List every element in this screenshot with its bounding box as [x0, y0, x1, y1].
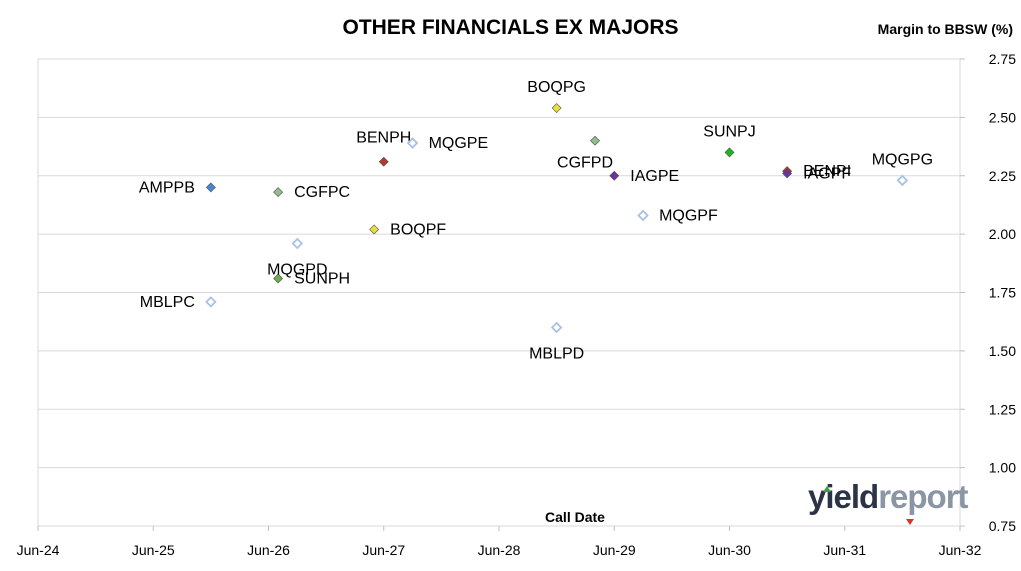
x-tick-label: Jun-32: [939, 542, 982, 558]
x-tick-label: Jun-29: [593, 542, 636, 558]
point-benph: [378, 156, 389, 167]
point-label-boqpf: BOQPF: [390, 221, 446, 238]
point-label-mblpd: MBLPD: [529, 346, 584, 363]
point-label-mqgpf: MQGPF: [659, 207, 718, 224]
point-label-amppb: AMPPB: [139, 179, 195, 196]
y-tick-label: 2.75: [989, 51, 1016, 67]
y-tick-label: 2.25: [989, 168, 1016, 184]
point-mqgpe: [406, 137, 419, 149]
yieldreport-logo: yieldreport: [808, 478, 969, 515]
logo-up-arrow-icon: [823, 486, 831, 492]
x-axis-label: Call Date: [545, 509, 605, 525]
y-tick-label: 1.25: [989, 401, 1016, 417]
point-iagpe: [609, 170, 620, 181]
point-label-cgfpd: CGFPD: [557, 155, 613, 172]
point-label-mqgpd: MQGPD: [267, 261, 327, 278]
point-cgfpc: [273, 187, 284, 198]
point-mqgpf: [637, 209, 649, 222]
point-label-benpi: BENPI: [803, 163, 851, 180]
point-iagpf: [782, 168, 793, 179]
y-tick-label: 2.00: [989, 226, 1016, 242]
point-mblpc: [205, 296, 217, 308]
point-mblpd: [550, 321, 563, 334]
point-label-cgfpc: CGFPC: [294, 184, 350, 201]
y-tick-label: 1.50: [989, 343, 1016, 359]
y-axis-label: Margin to BBSW (%): [877, 21, 1013, 37]
gridlines: [38, 116, 960, 469]
point-boqpg: [551, 103, 562, 113]
y-tick-label: 1.75: [989, 285, 1016, 301]
x-tick-label: Jun-24: [17, 542, 60, 558]
point-mqgpg: [896, 174, 909, 187]
point-sunpj: [724, 147, 735, 158]
x-tick-label: Jun-27: [362, 542, 405, 558]
x-tick-label: Jun-25: [132, 542, 175, 558]
x-tick-label: Jun-30: [708, 542, 751, 558]
x-axis-ticks: Jun-24 Jun-25 Jun-26 Jun-27 Jun-28 Jun-29 Jun-…: [17, 526, 982, 558]
x-tick-label: Jun-28: [478, 542, 521, 558]
point-label-sunph: SUNPH: [294, 270, 350, 287]
point-label-sunpj: SUNPJ: [703, 123, 755, 140]
point-cgfpd: [590, 135, 600, 146]
point-sunph: [273, 273, 284, 284]
y-tick-label: 2.50: [989, 109, 1016, 125]
point-boqpf: [369, 224, 380, 235]
point-label-benph: BENPH: [356, 130, 411, 147]
chart-title: OTHER FINANCIALS EX MAJORS: [342, 16, 679, 39]
y-axis-ticks: 0.75 1.00 1.25 1.50 1.75 2.00 2.25 2.50 2.75: [960, 51, 1016, 534]
x-tick-label: Jun-26: [247, 542, 290, 558]
y-tick-label: 0.75: [989, 518, 1016, 534]
point-label-boqpg: BOQPG: [527, 79, 586, 96]
logo-down-arrow-icon: [906, 519, 914, 525]
point-label-mblpc: MBLPC: [140, 294, 195, 311]
point-mqgpd: [291, 237, 304, 250]
point-label-mqgpe: MQGPE: [429, 135, 489, 152]
point-label-iagpe: IAGPE: [630, 168, 679, 185]
point-label-iagpf: IAGPF: [803, 165, 851, 182]
y-tick-label: 1.00: [989, 460, 1016, 476]
point-label-mqgpg: MQGPG: [872, 151, 933, 168]
point-amppb: [205, 182, 216, 193]
x-tick-label: Jun-31: [823, 542, 866, 558]
